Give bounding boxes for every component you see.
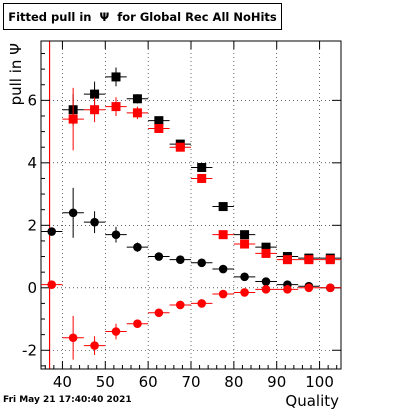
circle-marker [133,319,142,329]
chart-title: Fitted pull in Ψ for Global Rec All NoHi… [8,10,277,24]
circle-marker [111,230,121,239]
circle-marker [133,242,142,252]
circle-marker [325,283,335,293]
circle-marker [197,258,207,268]
y-tick-label: 2 [27,216,37,234]
square-marker [261,248,271,258]
square-marker [90,89,100,99]
chart-title-box: Fitted pull in Ψ for Global Rec All NoHi… [3,3,282,30]
square-marker [218,230,228,240]
y-tick-label: 4 [27,154,37,172]
circle-marker [240,272,249,282]
circle-marker [68,208,78,218]
square-marker [282,255,292,265]
x-tick-label: 90 [267,373,286,391]
square-marker [240,230,250,240]
circle-marker [218,264,228,274]
circle-marker [304,283,314,293]
circle-marker [154,252,164,261]
circle-marker [47,227,57,236]
square-marker [154,123,164,133]
x-tick-label: 80 [224,373,243,391]
square-marker [218,202,228,212]
x-tick-label: 60 [139,373,158,391]
square-marker [132,94,142,104]
circle-marker [111,327,121,336]
y-tick-label: 6 [27,91,37,109]
circle-marker [261,277,271,286]
x-tick-label: 70 [181,373,200,391]
circle-marker [197,299,207,308]
x-tick-label: 50 [96,373,115,391]
square-marker [325,255,335,265]
circle-marker [68,333,78,343]
square-marker [197,163,207,173]
circle-marker [175,300,185,310]
circle-marker [47,280,57,289]
x-tick-label: 40 [53,373,72,391]
circle-marker [261,285,271,294]
square-marker [111,72,121,82]
circle-marker [283,285,292,294]
square-marker [111,102,121,112]
square-marker [175,142,185,152]
circle-marker [90,341,99,350]
timestamp: Fri May 21 17:40:40 2021 [3,395,132,405]
square-marker [154,116,164,126]
square-marker [197,173,207,183]
x-tick-label: 100 [305,373,334,391]
square-marker [240,239,250,249]
circle-marker [218,289,228,299]
square-marker [261,242,271,252]
circle-marker [90,217,99,227]
square-marker [304,255,314,265]
circle-marker [175,255,185,264]
square-marker [90,105,100,115]
y-tick-label: 0 [27,279,37,297]
y-axis-label: pull in Ψ [7,43,25,105]
circle-marker [154,308,164,318]
circle-marker [240,288,249,297]
square-marker [68,114,78,124]
x-axis-label: Quality [285,392,339,410]
square-marker [132,108,142,118]
y-tick-label: -2 [22,341,37,359]
